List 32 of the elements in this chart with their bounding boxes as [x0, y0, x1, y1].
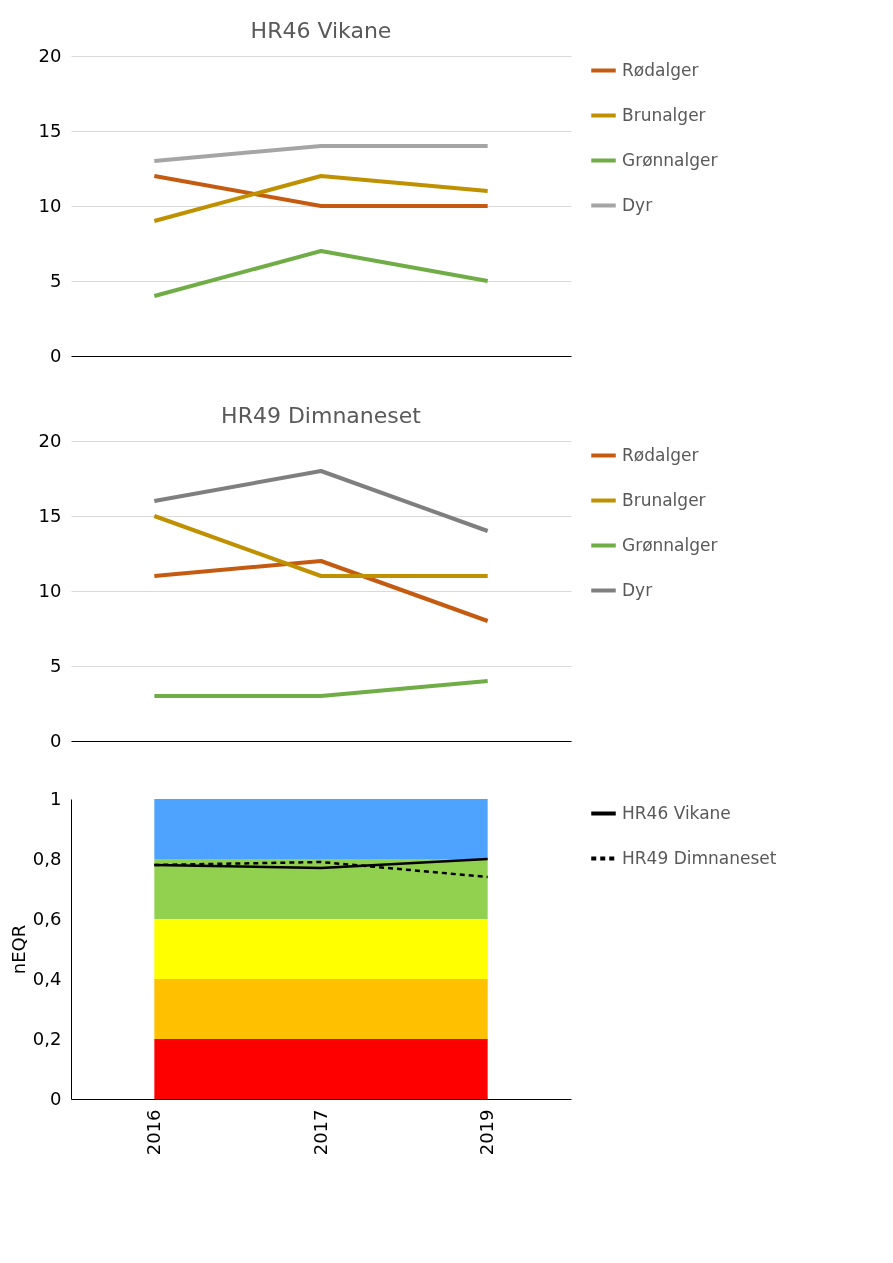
legend-label: Rødalger	[622, 444, 699, 465]
legend-label: Brunalger	[622, 104, 706, 125]
y-tick-label: 5	[50, 654, 62, 676]
y-tick-label: 20	[38, 429, 62, 451]
legend-label: Dyr	[622, 194, 653, 215]
y-tick-label: 0	[50, 729, 62, 751]
y-tick-label: 1	[50, 787, 62, 809]
y-tick-label: 0	[50, 1087, 62, 1109]
y-tick-label: 0,2	[32, 1027, 62, 1049]
y-tick-label: 0,8	[32, 847, 62, 869]
y-tick-label: 15	[38, 119, 62, 141]
legend-label: Grønnalger	[622, 149, 718, 170]
legend-label: HR46 Vikane	[622, 802, 731, 823]
y-tick-label: 10	[38, 194, 62, 216]
legend-label: Rødalger	[622, 59, 699, 80]
y-tick-label: 5	[50, 269, 62, 291]
chart-title: HR46 Vikane	[250, 18, 392, 43]
y-tick-label: 0,6	[32, 907, 62, 929]
y-tick-label: 0,4	[32, 967, 62, 989]
x-tick-label: 2017	[309, 1109, 331, 1156]
y-tick-label: 0	[50, 344, 62, 366]
legend-label: Dyr	[622, 579, 653, 600]
x-tick-label: 2019	[476, 1109, 498, 1156]
y-tick-label: 15	[38, 504, 62, 526]
y-tick-label: 20	[38, 44, 62, 66]
y-axis-title: nEQR	[7, 924, 29, 975]
legend-label: Brunalger	[622, 489, 706, 510]
chart-title: HR49 Dimnaneset	[221, 403, 422, 428]
legend-label: HR49 Dimnaneset	[622, 847, 777, 868]
x-tick-label: 2016	[142, 1109, 164, 1156]
legend-label: Grønnalger	[622, 534, 718, 555]
y-tick-label: 10	[38, 579, 62, 601]
